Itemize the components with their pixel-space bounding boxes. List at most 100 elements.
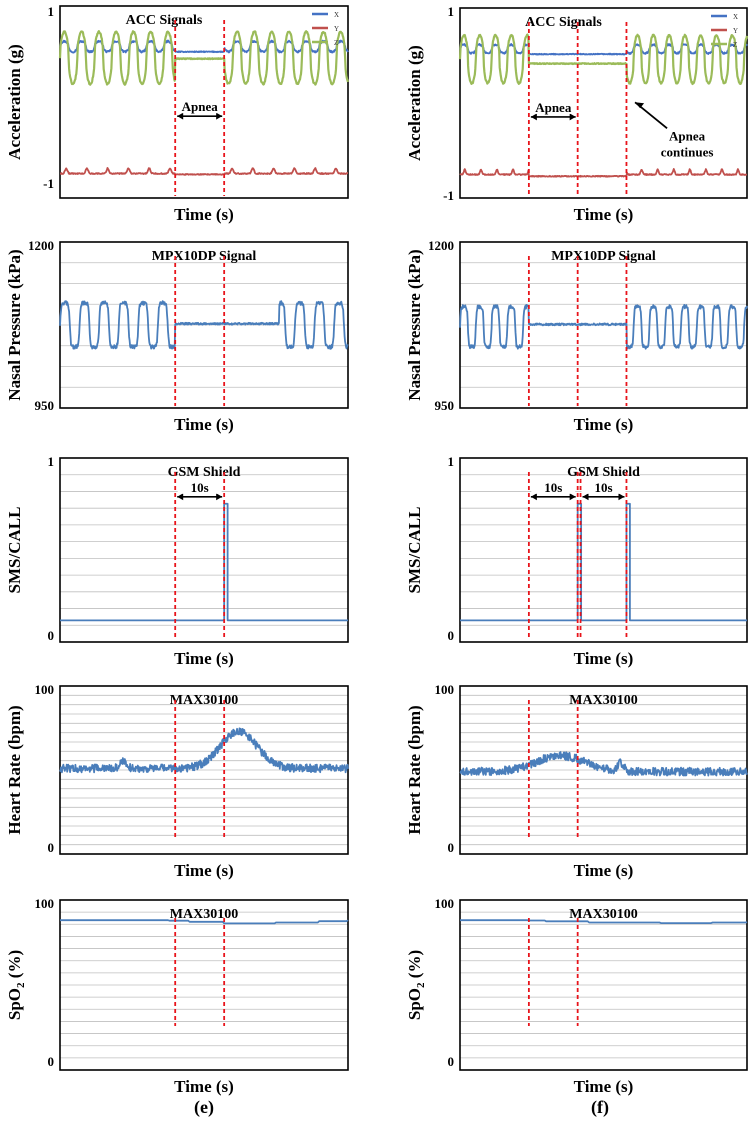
- y-tick-min: 0: [48, 628, 55, 643]
- y-axis-label: Heart Rate (bpm): [405, 705, 424, 834]
- legend-label: Z: [334, 39, 338, 47]
- legend-label: X: [334, 11, 339, 19]
- y-tick-min: 0: [48, 1054, 55, 1069]
- y-tick-max: 1: [48, 454, 55, 469]
- x-axis-label: Time (s): [574, 1077, 634, 1096]
- chart-title: GSM Shield: [168, 465, 241, 480]
- plot-frame: [459, 7, 748, 199]
- arrow-head-right: [216, 112, 223, 120]
- series-spo2-line: [60, 919, 349, 925]
- y-axis-label: Acceleration (g): [405, 45, 424, 161]
- annotation-label: Apnea: [535, 100, 572, 115]
- x-axis-label: Time (s): [574, 649, 634, 668]
- y-tick-max: 1: [48, 4, 55, 19]
- series-trigger-line: [460, 502, 747, 622]
- arrow-head-left: [177, 493, 184, 501]
- annotation-label: 10s: [191, 480, 209, 495]
- chart-e_gsm: GSM Shield 1 0 SMS/CALL Time (s) 10s: [5, 454, 349, 668]
- chart-f_hr: MAX30100 100 0 Heart Rate (bpm) Time (s): [405, 682, 748, 880]
- chart-title: MAX30100: [569, 907, 637, 922]
- series-z-line: [458, 33, 749, 86]
- label-backdrop: [177, 479, 222, 494]
- chart-title: MAX30100: [170, 907, 238, 922]
- series-pressure-line: [459, 304, 748, 350]
- arrow-head-right: [569, 113, 576, 121]
- y-axis-label: Heart Rate (bpm): [5, 705, 24, 834]
- chart-title: MPX10DP Signal: [152, 249, 257, 264]
- y-tick-max: 100: [435, 896, 455, 911]
- chart-f_spo2: MAX30100 100 0 SpO2 (%) Time (s): [405, 896, 748, 1096]
- legend-label: Y: [334, 25, 339, 33]
- arrow-head-left: [530, 493, 537, 501]
- y-tick-max: 1: [448, 4, 455, 19]
- arrow-head-left: [530, 113, 537, 121]
- x-axis-label: Time (s): [574, 205, 634, 224]
- label-backdrop: [177, 99, 222, 114]
- chart-e_hr: MAX30100 100 0 Heart Rate (bpm) Time (s): [5, 682, 349, 880]
- legend-label: Y: [733, 27, 738, 35]
- x-axis-label: Time (s): [574, 861, 634, 880]
- annotation-label: Apnea: [669, 128, 706, 143]
- y-tick-min: 0: [448, 840, 455, 855]
- series-x-line: [59, 39, 349, 54]
- arrow-head-left: [582, 493, 589, 501]
- panel-label-f: (f): [591, 1097, 609, 1118]
- y-axis-label: Nasal Pressure (kPa): [5, 249, 24, 400]
- y-axis-label: Acceleration (g): [5, 44, 24, 160]
- chart-f_gsm: GSM Shield 1 0 SMS/CALL Time (s) 10s 10s: [405, 454, 748, 668]
- y-tick-max: 1200: [428, 238, 454, 253]
- series-trigger-line: [60, 502, 348, 622]
- annotation-label: Apnea: [182, 99, 219, 114]
- chart-title: ACC Signals: [525, 15, 602, 30]
- y-tick-min: 950: [35, 398, 55, 413]
- y-tick-min: 0: [48, 840, 55, 855]
- series-heart_rate-line: [59, 727, 349, 774]
- y-axis-label: SpO2 (%): [5, 950, 27, 1020]
- y-tick-min: 950: [435, 398, 455, 413]
- plot-frame: [459, 685, 748, 855]
- x-axis-label: Time (s): [174, 649, 234, 668]
- series-spo2-line: [460, 919, 748, 924]
- series-z-line: [58, 30, 350, 86]
- chart-e_spo2: MAX30100 100 0 SpO2 (%) Time (s): [5, 896, 349, 1096]
- annotation-label-cont: continues: [661, 144, 714, 159]
- y-tick-min: -1: [443, 188, 454, 203]
- series-heart_rate-line: [459, 751, 748, 777]
- y-tick-min: 0: [448, 628, 455, 643]
- arrow-head-right: [618, 493, 625, 501]
- y-tick-min: 0: [448, 1054, 455, 1069]
- chart-title: ACC Signals: [126, 13, 203, 28]
- x-axis-label: Time (s): [174, 1077, 234, 1096]
- label-backdrop: [581, 479, 626, 494]
- legend-label: Z: [733, 41, 737, 49]
- plot-frame: [459, 457, 748, 643]
- chart-e_acc: ACC Signals 1 -1 Acceleration (g) Time (s) XY…: [5, 4, 350, 224]
- y-axis-label: SMS/CALL: [5, 507, 24, 594]
- series-y-line: [459, 168, 748, 178]
- y-tick-max: 100: [35, 682, 55, 697]
- label-backdrop: [531, 99, 576, 114]
- chart-f_acc: ACC Signals 1 -1 Acceleration (g) Time (s) XY…: [405, 4, 749, 224]
- y-axis-label: SpO2 (%): [405, 950, 427, 1020]
- arrow-head-right: [216, 493, 223, 501]
- panel-label-e: (e): [194, 1097, 214, 1118]
- plot-frame: [59, 899, 349, 1071]
- annotation-label: 10s: [544, 480, 562, 495]
- y-tick-max: 1200: [28, 238, 54, 253]
- x-axis-label: Time (s): [174, 205, 234, 224]
- legend-label: X: [733, 13, 738, 21]
- label-backdrop: [531, 479, 576, 494]
- series-y-line: [59, 167, 349, 176]
- y-axis-label: SMS/CALL: [405, 507, 424, 594]
- chart-title: MAX30100: [569, 693, 637, 708]
- y-tick-max: 100: [435, 682, 455, 697]
- note-arrow-head: [635, 102, 645, 109]
- x-axis-label: Time (s): [574, 415, 634, 434]
- plot-frame: [459, 899, 748, 1071]
- y-tick-min: -1: [43, 176, 54, 191]
- arrow-head-left: [177, 112, 184, 120]
- chart-title: MPX10DP Signal: [551, 249, 656, 264]
- chart-title: GSM Shield: [567, 465, 640, 480]
- y-tick-max: 1: [448, 454, 455, 469]
